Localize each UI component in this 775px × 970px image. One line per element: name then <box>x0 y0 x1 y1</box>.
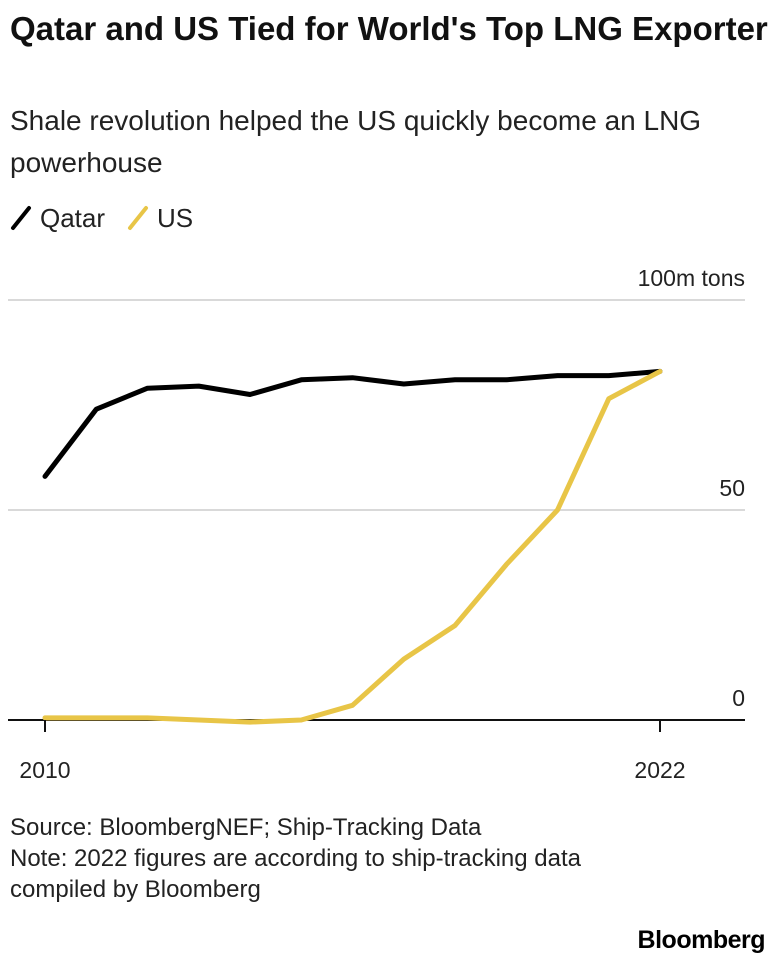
legend-item-qatar: Qatar <box>10 203 105 234</box>
chart-footer: Source: BloombergNEF; Ship-Tracking Data… <box>10 812 610 905</box>
source-note: Source: BloombergNEF; Ship-Tracking Data <box>10 814 482 841</box>
series-line-qatar <box>42 368 663 479</box>
line-chart: 0 50 100m tons 2010 2022 <box>8 265 745 783</box>
chart-title: Qatar and US Tied for World's Top LNG Ex… <box>10 10 768 47</box>
x-tick-label-2010: 2010 <box>19 757 70 783</box>
bloomberg-logo: Bloomberg <box>637 926 766 954</box>
legend-item-us: US <box>127 203 193 234</box>
legend-label-qatar: Qatar <box>40 202 106 233</box>
y-tick-label-0: 0 <box>732 685 745 711</box>
legend-label-us: US <box>157 202 194 233</box>
chart-legend: Qatar US <box>10 198 215 238</box>
y-tick-label-100: 100m tons <box>638 265 745 291</box>
y-tick-label-50: 50 <box>719 475 745 501</box>
series-line-us <box>42 368 663 725</box>
x-tick-label-2022: 2022 <box>634 757 685 783</box>
series-lines <box>42 368 663 725</box>
x-axis: 2010 2022 <box>19 720 686 783</box>
legend-swatch-us-icon <box>128 206 149 230</box>
legend-swatch-qatar-icon <box>11 206 31 230</box>
chart-subtitle: Shale revolution helped the US quickly b… <box>10 105 702 178</box>
gridlines: 0 50 100m tons <box>8 265 745 721</box>
footnote: Note: 2022 figures are according to ship… <box>10 845 581 903</box>
